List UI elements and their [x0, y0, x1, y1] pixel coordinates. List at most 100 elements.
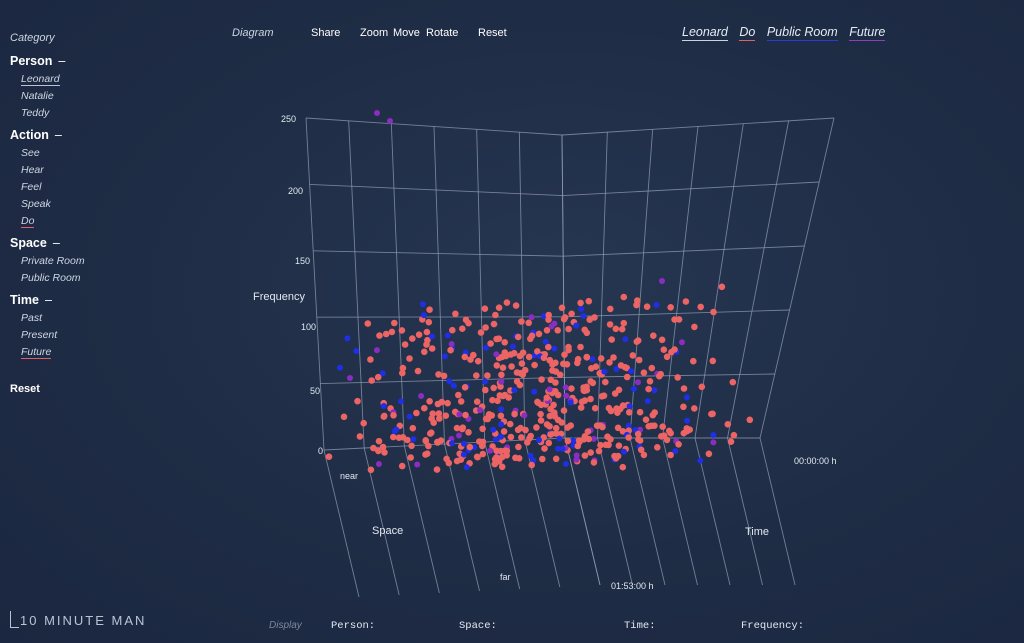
- data-point[interactable]: [537, 410, 544, 418]
- data-point[interactable]: [482, 386, 489, 394]
- data-point[interactable]: [730, 431, 738, 439]
- data-point[interactable]: [425, 318, 433, 326]
- data-point[interactable]: [453, 457, 461, 465]
- data-point[interactable]: [379, 370, 386, 377]
- data-point[interactable]: [414, 461, 421, 468]
- data-point[interactable]: [511, 410, 518, 418]
- data-point[interactable]: [444, 332, 451, 339]
- data-point[interactable]: [510, 349, 518, 357]
- data-point[interactable]: [458, 425, 466, 433]
- data-point[interactable]: [515, 443, 522, 451]
- data-point[interactable]: [375, 461, 382, 467]
- data-point[interactable]: [518, 318, 525, 325]
- category-item-leonard[interactable]: Leonard: [21, 71, 170, 88]
- data-point[interactable]: [409, 424, 417, 432]
- collapse-icon[interactable]: –: [58, 54, 66, 68]
- data-point[interactable]: [380, 413, 388, 421]
- data-point[interactable]: [493, 447, 500, 455]
- data-point[interactable]: [533, 424, 540, 431]
- data-point[interactable]: [612, 325, 620, 333]
- data-point[interactable]: [546, 356, 554, 364]
- data-point[interactable]: [710, 432, 717, 438]
- data-point[interactable]: [450, 382, 457, 389]
- data-point[interactable]: [425, 442, 432, 450]
- data-point[interactable]: [563, 460, 569, 467]
- data-point[interactable]: [543, 394, 551, 402]
- data-point[interactable]: [449, 440, 455, 447]
- data-point[interactable]: [654, 444, 661, 451]
- data-point[interactable]: [634, 430, 642, 438]
- data-point[interactable]: [697, 303, 704, 311]
- data-point[interactable]: [591, 314, 598, 321]
- data-point[interactable]: [653, 301, 660, 308]
- data-point[interactable]: [710, 439, 717, 446]
- data-point[interactable]: [512, 302, 520, 309]
- data-point[interactable]: [615, 442, 623, 450]
- data-point[interactable]: [620, 293, 628, 301]
- data-point[interactable]: [619, 428, 627, 435]
- data-point[interactable]: [574, 359, 581, 367]
- data-point[interactable]: [633, 338, 641, 346]
- data-point[interactable]: [552, 368, 560, 375]
- data-point[interactable]: [718, 283, 726, 291]
- data-point[interactable]: [558, 304, 566, 312]
- data-point[interactable]: [606, 321, 614, 328]
- zoom-button[interactable]: Zoom: [360, 27, 389, 39]
- filter-do[interactable]: Do: [739, 25, 756, 41]
- data-point[interactable]: [527, 432, 534, 440]
- data-point[interactable]: [524, 439, 531, 446]
- data-point[interactable]: [487, 340, 494, 347]
- data-point[interactable]: [446, 378, 453, 385]
- data-point[interactable]: [511, 387, 518, 394]
- data-point[interactable]: [423, 341, 430, 348]
- data-point[interactable]: [691, 323, 698, 331]
- data-point[interactable]: [672, 448, 679, 455]
- data-point[interactable]: [337, 364, 343, 371]
- data-point[interactable]: [650, 332, 657, 340]
- data-point[interactable]: [460, 451, 467, 458]
- data-point[interactable]: [419, 301, 426, 308]
- category-group-action[interactable]: Action –: [10, 128, 170, 145]
- data-point-outlier[interactable]: [347, 375, 353, 381]
- data-point[interactable]: [648, 364, 656, 372]
- data-point[interactable]: [501, 339, 509, 346]
- data-point[interactable]: [567, 422, 574, 429]
- data-point[interactable]: [381, 449, 388, 456]
- data-point[interactable]: [573, 322, 580, 329]
- data-point[interactable]: [393, 426, 400, 433]
- data-point[interactable]: [629, 352, 637, 359]
- data-point[interactable]: [471, 444, 478, 451]
- data-point[interactable]: [479, 450, 487, 458]
- data-point[interactable]: [583, 354, 591, 361]
- data-point-outlier[interactable]: [659, 278, 665, 284]
- data-point[interactable]: [418, 393, 425, 399]
- data-point[interactable]: [498, 463, 506, 471]
- data-point[interactable]: [424, 450, 431, 458]
- data-point[interactable]: [553, 430, 560, 437]
- data-point[interactable]: [498, 433, 504, 440]
- data-point[interactable]: [636, 408, 644, 416]
- data-point[interactable]: [364, 320, 372, 327]
- data-point[interactable]: [490, 426, 497, 433]
- data-point[interactable]: [470, 351, 477, 359]
- data-point[interactable]: [542, 338, 549, 345]
- data-point[interactable]: [611, 452, 618, 460]
- data-point[interactable]: [428, 345, 436, 352]
- data-point[interactable]: [552, 379, 559, 386]
- data-point[interactable]: [484, 372, 491, 379]
- data-point[interactable]: [492, 311, 499, 319]
- data-point[interactable]: [615, 386, 623, 394]
- data-point[interactable]: [390, 412, 397, 419]
- data-point[interactable]: [395, 434, 403, 442]
- data-point[interactable]: [548, 323, 555, 330]
- data-point[interactable]: [705, 450, 713, 458]
- data-point[interactable]: [408, 442, 415, 450]
- data-point[interactable]: [568, 385, 575, 392]
- data-point[interactable]: [515, 455, 523, 462]
- data-point[interactable]: [390, 433, 397, 441]
- data-point[interactable]: [667, 451, 674, 459]
- sidebar-reset-button[interactable]: Reset: [10, 383, 40, 395]
- data-point[interactable]: [583, 386, 591, 394]
- data-point[interactable]: [698, 383, 706, 391]
- data-point[interactable]: [375, 447, 382, 455]
